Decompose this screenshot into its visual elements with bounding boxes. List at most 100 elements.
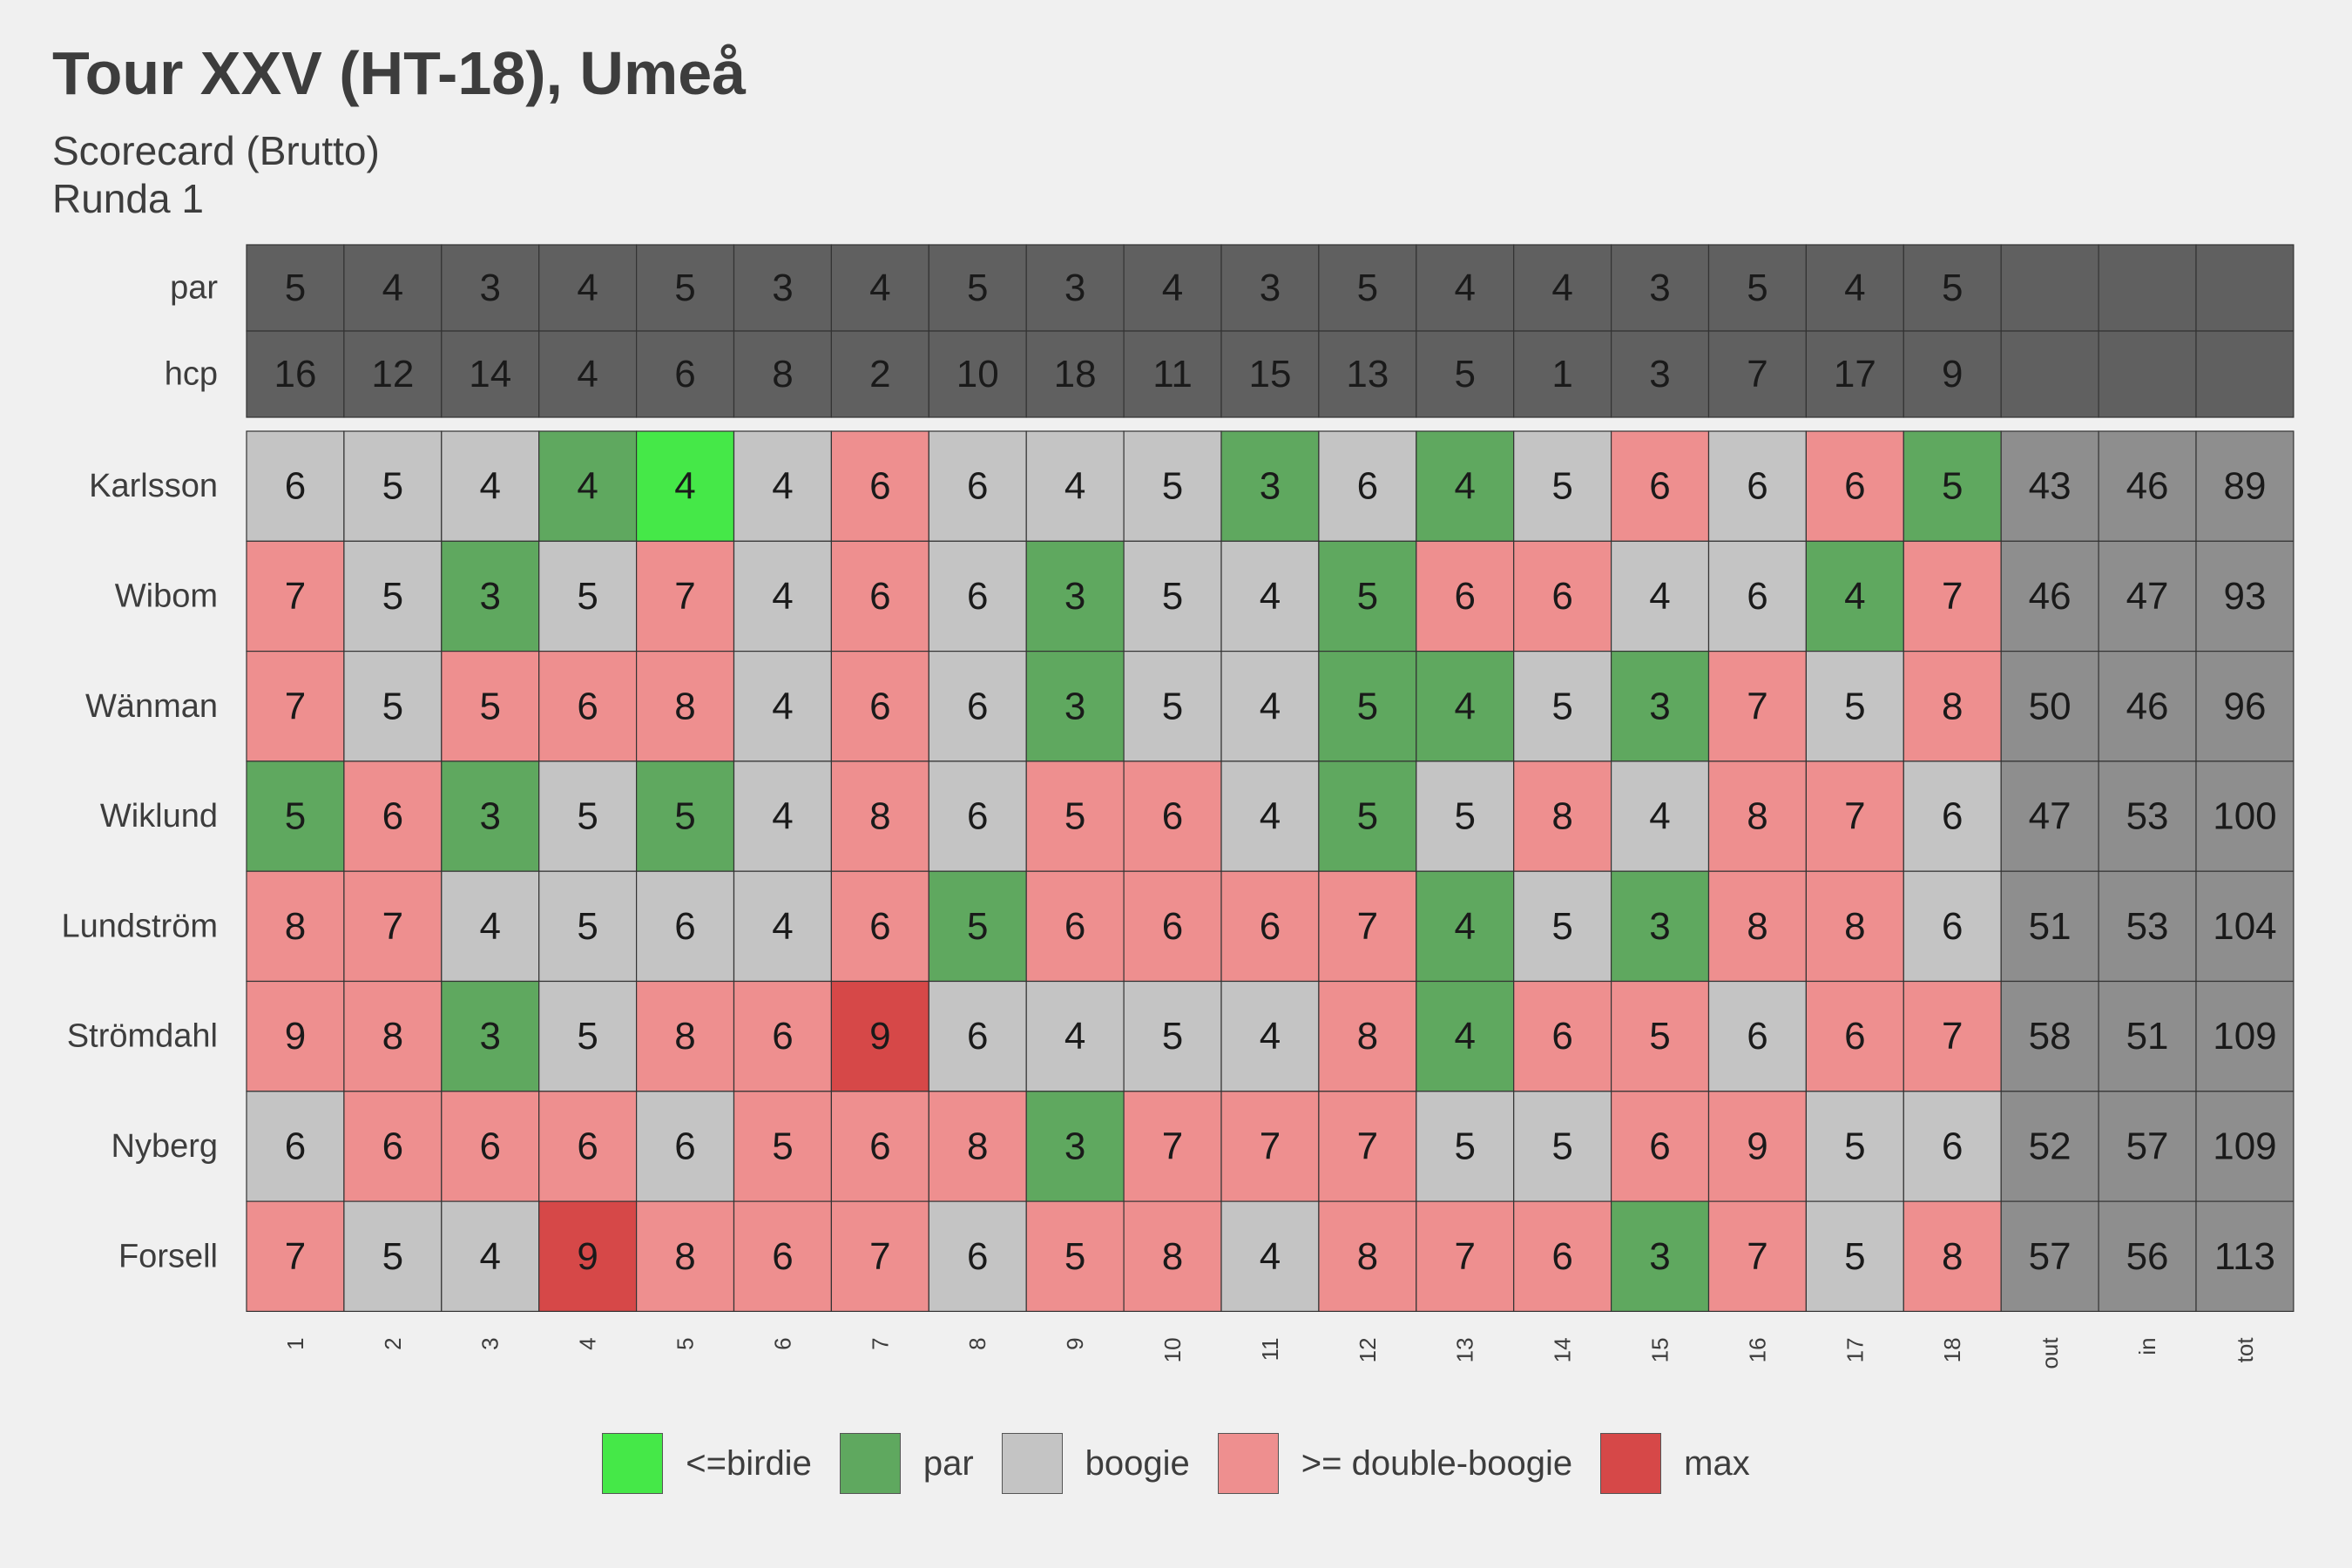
header-cell (928, 330, 1027, 418)
score-value: 6 (1649, 1125, 1670, 1167)
score-value: 6 (1551, 1015, 1572, 1058)
score-cell (830, 1091, 929, 1202)
score-value: 8 (1747, 795, 1767, 838)
score-cell (1220, 1091, 1320, 1202)
score-value: 6 (967, 795, 988, 838)
row-label-hcp: hcp (165, 356, 218, 393)
score-cell (1025, 430, 1125, 542)
score-value: 6 (869, 575, 890, 618)
score-value: 3 (1649, 1235, 1670, 1278)
total-value: 47 (2029, 795, 2072, 838)
header-value: 3 (1260, 267, 1281, 309)
header-value: 3 (1649, 353, 1670, 395)
header-value: 3 (772, 267, 793, 309)
header-value: 4 (1844, 267, 1865, 309)
score-value: 6 (1064, 905, 1085, 948)
score-value: 5 (1357, 795, 1378, 838)
header-value: 16 (274, 353, 316, 395)
score-cell (928, 760, 1027, 872)
score-value: 5 (772, 1125, 793, 1167)
score-cell (1805, 430, 1904, 542)
legend-swatch (1217, 1433, 1279, 1494)
score-cell (733, 540, 833, 652)
total-cell (2195, 540, 2295, 652)
score-value: 6 (967, 465, 988, 508)
score-value: 7 (285, 575, 306, 618)
x-tick-label: 16 (1744, 1337, 1770, 1362)
score-value: 5 (382, 575, 403, 618)
score-value: 7 (285, 1235, 306, 1278)
player-name: Forsell (118, 1238, 218, 1274)
score-value: 4 (577, 465, 598, 508)
score-cell (246, 760, 345, 872)
score-value: 6 (382, 795, 403, 838)
score-cell (1610, 650, 1710, 762)
header-value: 7 (1747, 353, 1767, 395)
score-value: 7 (1747, 1235, 1767, 1278)
score-cell (538, 540, 638, 652)
score-value: 5 (1162, 685, 1183, 727)
total-cell (2098, 870, 2197, 983)
x-tick-label: 5 (672, 1337, 699, 1349)
score-cell (1610, 870, 1710, 983)
score-value: 5 (1455, 1125, 1476, 1167)
score-cell (246, 650, 345, 762)
score-cell (1610, 540, 1710, 652)
score-value: 4 (1260, 685, 1281, 727)
score-value: 3 (1064, 685, 1085, 727)
score-cell (538, 760, 638, 872)
total-cell (2195, 650, 2295, 762)
header-cell (2000, 244, 2099, 332)
score-cell (1707, 650, 1808, 762)
score-value: 8 (967, 1125, 988, 1167)
score-cell (1707, 760, 1808, 872)
score-cell (538, 650, 638, 762)
score-value: 4 (1260, 1235, 1281, 1278)
score-value: 4 (480, 465, 501, 508)
score-cell (343, 1091, 443, 1202)
header-cell (2195, 244, 2295, 332)
score-value: 6 (577, 1125, 598, 1167)
score-cell (928, 980, 1027, 1092)
score-value: 6 (1942, 795, 1963, 838)
score-value: 5 (577, 795, 598, 838)
score-cell (343, 980, 443, 1092)
player-name: Strömdahl (67, 1018, 218, 1055)
score-cell (1805, 980, 1904, 1092)
score-cell (1707, 870, 1808, 983)
score-value: 6 (1162, 905, 1183, 948)
legend-swatch (1600, 1433, 1662, 1494)
score-value: 5 (577, 575, 598, 618)
total-value: 53 (2126, 795, 2169, 838)
score-value: 6 (577, 685, 598, 727)
total-value: 51 (2029, 905, 2072, 948)
header-cell (1025, 330, 1125, 418)
total-cell (2195, 1200, 2295, 1312)
score-cell (635, 760, 735, 872)
x-tick-label: 15 (1647, 1337, 1673, 1362)
score-cell (733, 1091, 833, 1202)
score-cell (1123, 980, 1222, 1092)
score-value: 4 (1455, 685, 1476, 727)
score-value: 6 (967, 575, 988, 618)
score-cell (441, 980, 540, 1092)
total-cell (2098, 650, 2197, 762)
header-value: 18 (1054, 353, 1097, 395)
header-cell (1416, 330, 1515, 418)
score-cell (246, 1091, 345, 1202)
header-value: 2 (869, 353, 890, 395)
legend: <=birdie par boogie >= double-boogie max (0, 1429, 2352, 1498)
score-cell (441, 870, 540, 983)
header-cell (2195, 330, 2295, 418)
score-value: 9 (285, 1015, 306, 1058)
score-cell (733, 430, 833, 542)
header-value: 10 (956, 353, 999, 395)
header-cell (1805, 244, 1904, 332)
header-value: 6 (674, 353, 695, 395)
score-value: 4 (1455, 465, 1476, 508)
score-value: 4 (1455, 1015, 1476, 1058)
score-value: 5 (577, 1015, 598, 1058)
score-cell (1025, 980, 1125, 1092)
x-tick-label: 12 (1355, 1337, 1381, 1362)
